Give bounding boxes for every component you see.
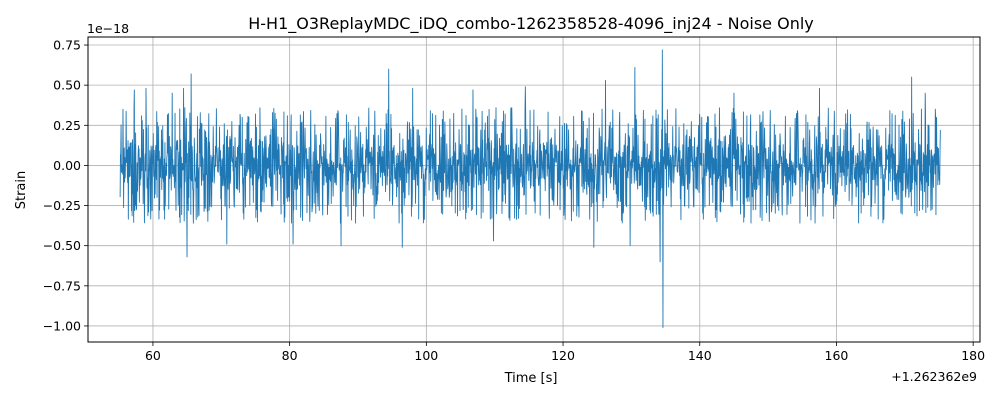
axis-ticks: 60 80 100 120 140 160 180 −1.00 −0.75 −0.50 −0.25 0… (43, 38, 985, 363)
chart-title: H-H1_O3ReplayMDC_iDQ_combo-1262358528-40… (248, 14, 814, 34)
y-scale-label: 1e−18 (87, 21, 129, 36)
grid-lines (88, 37, 980, 342)
x-axis-label: Time [s] (504, 371, 558, 386)
x-tick-label: 160 (825, 348, 849, 363)
x-tick-label: 100 (414, 348, 438, 363)
y-tick-label: 0.50 (53, 78, 81, 93)
x-tick-label: 80 (282, 348, 298, 363)
plot-frame (87, 36, 981, 343)
x-offset-label: +1.262362e9 (891, 369, 977, 384)
y-axis-label: Strain (14, 171, 29, 210)
y-tick-label: −0.75 (43, 278, 81, 293)
x-tick-label: 180 (961, 348, 985, 363)
x-tick-label: 120 (551, 348, 575, 363)
y-tick-label: −1.00 (43, 318, 81, 333)
x-tick-label: 60 (145, 348, 161, 363)
y-tick-label: 0.75 (53, 38, 81, 53)
data-series (119, 49, 941, 328)
y-tick-label: −0.25 (43, 198, 81, 213)
x-tick-label: 140 (688, 348, 712, 363)
y-tick-label: −0.50 (43, 238, 81, 253)
strain-series-line (119, 49, 941, 328)
y-tick-label: 0.25 (53, 118, 81, 133)
y-tick-label: 0.00 (53, 158, 81, 173)
